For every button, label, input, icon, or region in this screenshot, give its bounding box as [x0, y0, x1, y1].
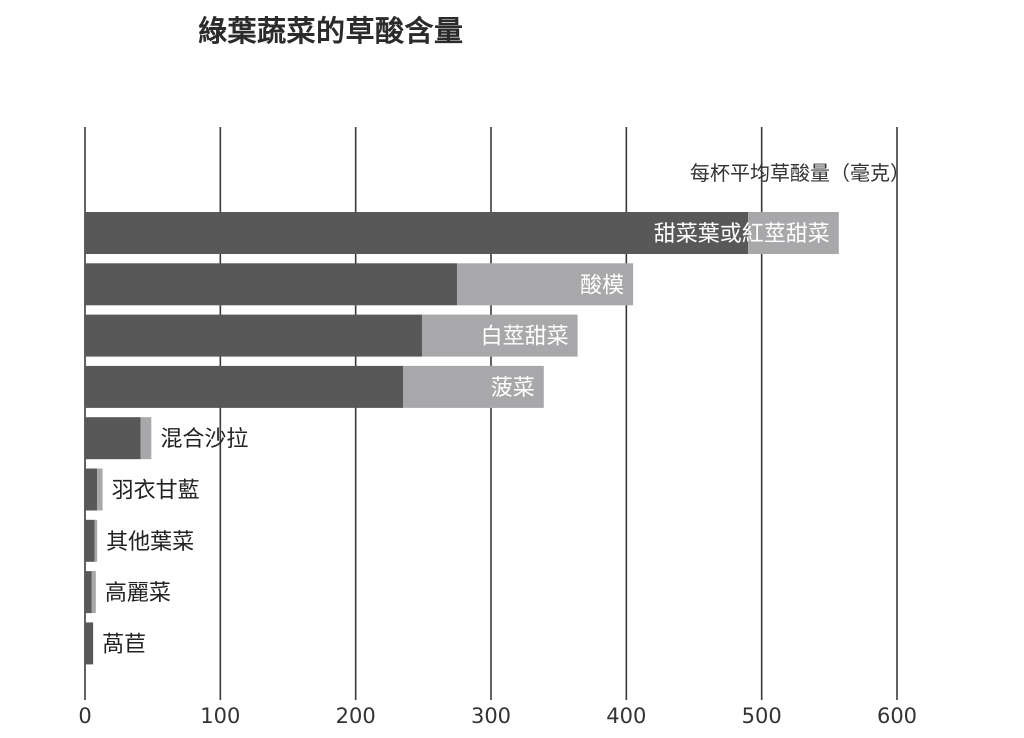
x-tick-label: 200: [336, 704, 376, 728]
bar-segment-light: [91, 571, 96, 614]
bar-segment-dark: [85, 571, 92, 614]
category-label: 羽衣甘藍: [112, 479, 200, 504]
x-tick-label: 100: [200, 704, 240, 728]
bar-layer: [85, 212, 839, 665]
category-label: 混合沙拉: [160, 427, 248, 452]
category-label: 白莖甜菜: [481, 325, 569, 350]
category-label: 萵苣: [102, 632, 146, 657]
bar-segment-dark: [85, 622, 94, 665]
chart-title: 綠葉蔬菜的草酸含量: [198, 14, 464, 48]
x-tick-label: 300: [471, 704, 511, 728]
category-label: 高麗菜: [105, 581, 171, 606]
category-label: 酸模: [580, 273, 624, 298]
x-tick-label: 400: [606, 704, 646, 728]
category-label: 甜菜葉或紅莖甜菜: [654, 222, 830, 247]
bar-segment-light: [140, 417, 152, 460]
x-tick-label: 500: [742, 704, 782, 728]
category-label: 菠菜: [491, 376, 535, 401]
bar-segment-dark: [85, 365, 404, 408]
bar-segment-dark: [85, 263, 458, 306]
bar-segment-dark: [85, 314, 422, 357]
bar-segment-light: [97, 468, 103, 511]
bar-segment-dark: [85, 417, 141, 460]
bar-segment-dark: [85, 468, 98, 511]
bar-segment-light: [748, 212, 839, 254]
bar-segment-dark: [85, 212, 749, 254]
category-label: 其他葉菜: [106, 530, 194, 555]
unit-label: 每杯平均草酸量（毫克）: [690, 161, 910, 185]
bar-segment-light: [403, 365, 544, 408]
bar-segment-light: [94, 519, 98, 562]
x-tick-label: 0: [78, 704, 91, 728]
bar-segment-light: [421, 314, 578, 357]
bar-segment-light: [457, 263, 634, 306]
bar-segment-dark: [85, 519, 95, 562]
x-tick-label: 600: [877, 704, 917, 728]
